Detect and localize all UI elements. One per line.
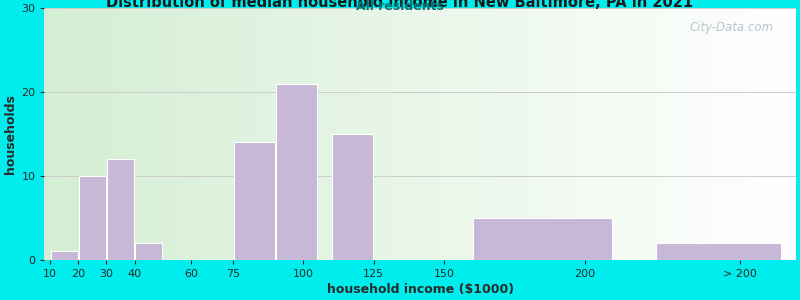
X-axis label: household income ($1000): household income ($1000) bbox=[326, 283, 514, 296]
Y-axis label: households: households bbox=[4, 94, 17, 174]
Bar bbox=[276, 84, 317, 260]
Bar bbox=[473, 218, 612, 260]
Text: Distribution of median household income in New Baltimore, PA in 2021: Distribution of median household income … bbox=[106, 0, 694, 10]
Bar bbox=[107, 159, 134, 260]
Text: All residents: All residents bbox=[356, 0, 444, 13]
Bar bbox=[51, 251, 78, 260]
Bar bbox=[332, 134, 373, 260]
Bar bbox=[79, 176, 106, 260]
Bar bbox=[135, 243, 162, 260]
Bar bbox=[234, 142, 274, 260]
Bar bbox=[656, 243, 781, 260]
Text: City-Data.com: City-Data.com bbox=[689, 21, 774, 34]
